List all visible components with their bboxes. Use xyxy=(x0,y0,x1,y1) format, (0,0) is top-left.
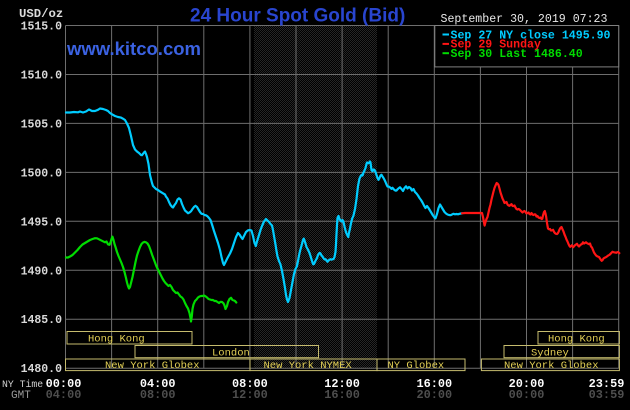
svg-text:23:59: 23:59 xyxy=(589,377,625,391)
svg-text:Sep 27 NY close 1495.90: Sep 27 NY close 1495.90 xyxy=(451,29,611,42)
svg-text:16:00: 16:00 xyxy=(416,377,452,391)
svg-text:03:59: 03:59 xyxy=(589,388,625,402)
svg-text:1480.0: 1480.0 xyxy=(21,363,63,376)
svg-text:24 Hour Spot Gold (Bid): 24 Hour Spot Gold (Bid) xyxy=(190,6,405,27)
svg-text:1490.0: 1490.0 xyxy=(21,265,63,278)
svg-text:New York Globex: New York Globex xyxy=(105,360,200,372)
svg-text:08:00: 08:00 xyxy=(140,388,176,402)
svg-text:04:00: 04:00 xyxy=(46,388,82,402)
svg-text:1510.0: 1510.0 xyxy=(21,70,63,83)
svg-text:20:00: 20:00 xyxy=(509,377,545,391)
svg-text:New York Globex: New York Globex xyxy=(504,360,599,372)
svg-text:00:00: 00:00 xyxy=(509,388,545,402)
svg-text:London: London xyxy=(212,347,250,359)
svg-text:04:00: 04:00 xyxy=(140,377,176,391)
svg-text:www.kitco.com: www.kitco.com xyxy=(66,38,201,59)
svg-text:USD/oz: USD/oz xyxy=(19,7,63,21)
svg-text:12:00: 12:00 xyxy=(324,377,360,391)
svg-text:00:00: 00:00 xyxy=(46,377,82,391)
svg-text:NY Globex: NY Globex xyxy=(388,360,445,372)
svg-text:1485.0: 1485.0 xyxy=(21,314,63,327)
svg-text:Sep 29 Sunday: Sep 29 Sunday xyxy=(451,39,541,52)
svg-text:08:00: 08:00 xyxy=(232,377,268,391)
svg-text:Sep 30 Last 1486.40: Sep 30 Last 1486.40 xyxy=(451,48,583,61)
svg-text:GMT: GMT xyxy=(11,390,31,402)
svg-text:Sydney: Sydney xyxy=(531,347,569,359)
svg-text:New York NYMEX: New York NYMEX xyxy=(264,360,353,372)
svg-text:1495.0: 1495.0 xyxy=(21,216,63,229)
svg-text:Hong Kong: Hong Kong xyxy=(548,333,605,345)
svg-text:1515.0: 1515.0 xyxy=(21,21,63,34)
svg-text:1500.0: 1500.0 xyxy=(21,167,63,180)
svg-text:Hong Kong: Hong Kong xyxy=(88,333,145,345)
svg-text:1505.0: 1505.0 xyxy=(21,118,63,131)
svg-text:20:00: 20:00 xyxy=(416,388,452,402)
svg-text:12:00: 12:00 xyxy=(232,388,268,402)
svg-text:September 30, 2019 07:23: September 30, 2019 07:23 xyxy=(441,13,608,26)
svg-text:NY Time: NY Time xyxy=(2,379,43,390)
svg-text:16:00: 16:00 xyxy=(324,388,360,402)
